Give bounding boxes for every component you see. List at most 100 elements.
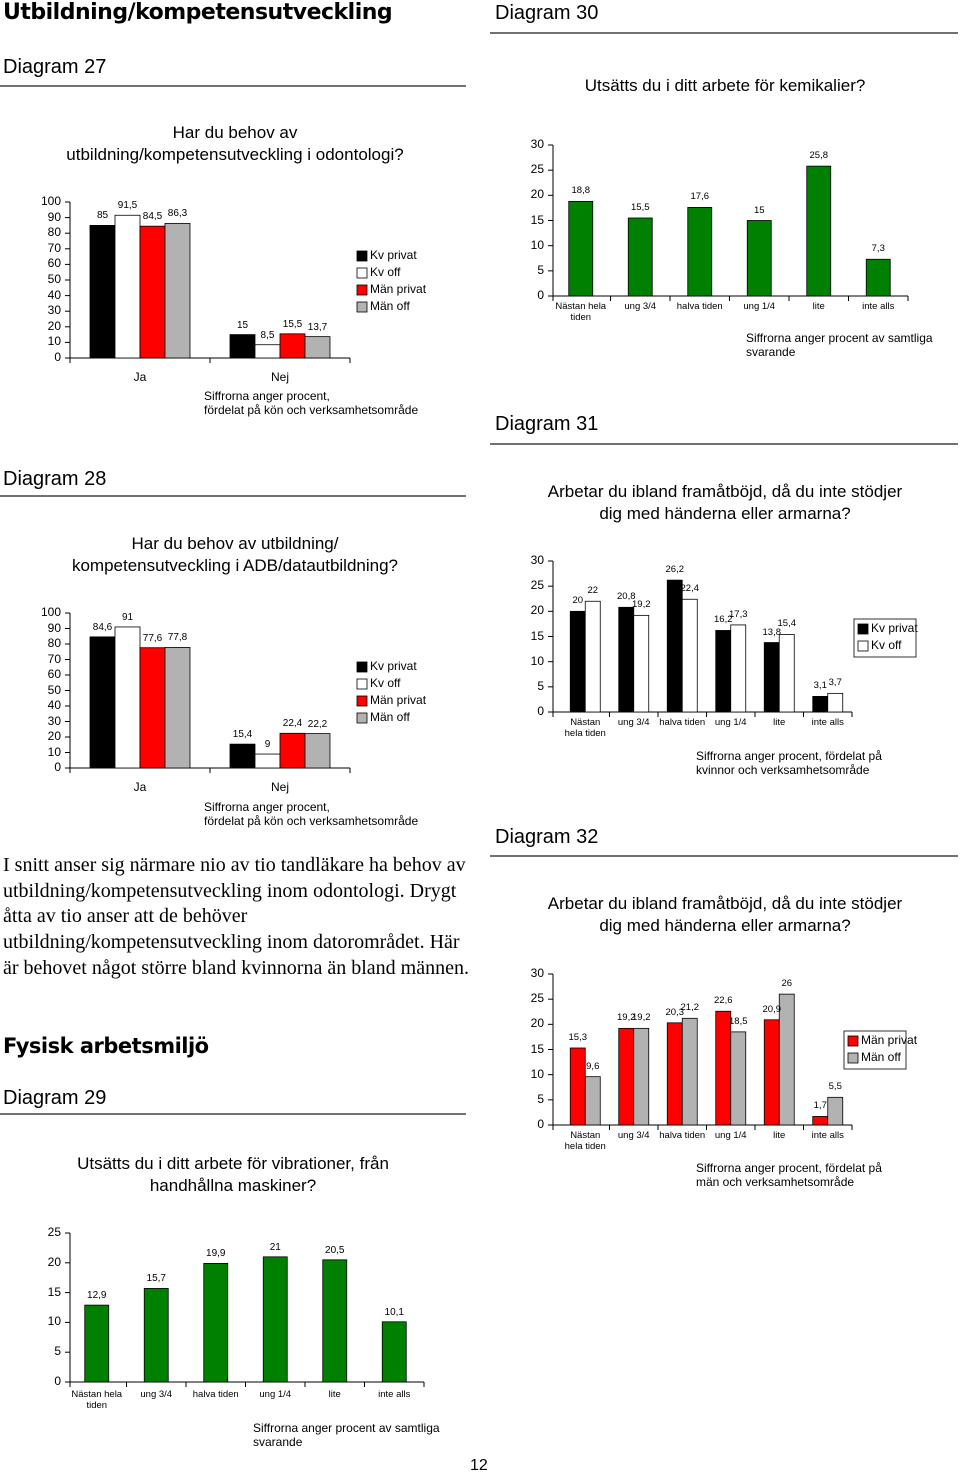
y-tick-label: 10: [530, 1066, 544, 1081]
value-label: 17,3: [729, 608, 748, 620]
y-tick-label: 10: [47, 744, 61, 759]
legend-swatch: [356, 678, 368, 690]
y-tick-label: 100: [40, 194, 61, 208]
section-heading: Fysisk arbetsmiljö: [3, 1034, 209, 1058]
value-label: 20,9: [762, 1003, 782, 1015]
value-label: 91,5: [117, 200, 138, 212]
legend-box: [853, 618, 917, 658]
value-label: 22,4: [282, 718, 303, 730]
chart-note: fördelat på kön och verksamhetsområde: [204, 403, 419, 417]
diagram-label: Diagram 31: [495, 413, 599, 435]
x-tick-label: Ja: [133, 370, 147, 384]
legend-swatch: [356, 284, 368, 296]
value-label: 91: [121, 611, 134, 623]
legend-swatch: [356, 695, 368, 707]
value-label: 13,7: [307, 321, 328, 333]
y-tick-label: 10: [47, 334, 61, 349]
y-tick-label: 30: [530, 137, 544, 151]
legend-label: Män privat: [861, 1033, 918, 1047]
value-label: 3,1: [813, 680, 827, 692]
y-tick-label: 40: [47, 698, 61, 712]
value-label: 22,6: [714, 995, 733, 1007]
legend-swatch: [847, 1052, 859, 1064]
y-tick-label: 0: [54, 350, 61, 364]
bar: [730, 1031, 747, 1126]
legend-label: Män off: [861, 1050, 901, 1064]
value-label: 5,5: [828, 1081, 842, 1093]
bar: [584, 600, 601, 713]
x-tick-label: halva tiden: [659, 717, 706, 728]
value-label: 12,9: [87, 1290, 107, 1302]
legend-label: Män privat: [370, 282, 427, 296]
chart-note: Siffrorna anger procent, fördelat på: [696, 1161, 882, 1175]
legend-swatch: [857, 640, 869, 652]
bar: [618, 1027, 635, 1126]
value-label: 10,1: [384, 1306, 404, 1318]
value-label: 15,7: [146, 1273, 166, 1285]
y-tick-label: 20: [530, 1016, 544, 1031]
y-tick-label: 10: [47, 1314, 61, 1329]
bar: [778, 993, 795, 1126]
chart-note: män och verksamhetsområde: [696, 1175, 855, 1189]
chart-title: Utsätts du i ditt arbete för kemikalier?: [584, 76, 866, 95]
y-tick-label: 15: [530, 628, 544, 643]
chart-note: Siffrorna anger procent av samtliga: [746, 331, 933, 345]
bar: [778, 634, 795, 713]
chart-title: kompetensutveckling i ADB/datautbildning…: [71, 556, 399, 575]
page-heading: Utbildning/kompetensutveckling: [3, 0, 393, 25]
bar: [262, 1256, 288, 1383]
bar: [730, 624, 747, 713]
value-label: 20,8: [617, 591, 636, 603]
bar: [633, 1027, 650, 1126]
x-tick-label: inte alls: [811, 717, 844, 728]
bar: [763, 642, 780, 713]
diagram-label: Diagram 29: [3, 1087, 107, 1109]
bar: [254, 344, 281, 359]
legend-label: Män privat: [370, 693, 427, 707]
bar: [139, 225, 166, 359]
value-label: 19,2: [632, 599, 651, 611]
bar: [681, 598, 698, 713]
x-tick-label: Nästan hela tiden: [71, 1389, 123, 1411]
y-tick-label: 50: [47, 682, 61, 697]
value-label: 22,2: [307, 718, 328, 730]
legend-label: Män off: [370, 299, 410, 313]
value-label: 20,5: [325, 1244, 345, 1256]
chart-title: dig med händerna eller armarna?: [599, 504, 851, 523]
y-tick-label: 0: [537, 1117, 544, 1131]
value-label: 7,3: [871, 243, 885, 255]
bar: [806, 165, 832, 297]
bar: [633, 614, 650, 713]
bar: [627, 217, 653, 297]
y-tick-label: 20: [47, 1254, 61, 1269]
y-tick-label: 40: [47, 287, 61, 302]
chart-note: svarande: [253, 1435, 303, 1449]
x-tick-label: Nästan hela tiden: [564, 1130, 606, 1152]
bar: [687, 207, 713, 297]
value-label: 3,7: [828, 677, 842, 689]
y-tick-label: 5: [537, 1091, 544, 1106]
value-label: 86,3: [167, 208, 188, 220]
y-tick-label: 5: [54, 1344, 61, 1359]
y-tick-label: 25: [530, 162, 544, 177]
diagram-label: Diagram 32: [495, 826, 599, 848]
legend-label: Kv privat: [871, 621, 918, 635]
x-tick-label: inte alls: [378, 1389, 411, 1400]
x-tick-label: lite: [773, 1130, 786, 1141]
legend-label: Kv privat: [370, 659, 417, 673]
value-label: 9,6: [586, 1060, 600, 1072]
y-tick-label: 20: [47, 729, 61, 743]
y-tick-label: 30: [47, 713, 61, 728]
bar: [139, 647, 166, 769]
y-tick-label: 20: [47, 318, 61, 333]
diagram-label: Diagram 30: [495, 2, 599, 24]
bar: [279, 732, 306, 769]
x-tick-label: ung 3/4: [617, 1130, 650, 1141]
bar: [569, 610, 586, 713]
y-tick-label: 0: [537, 704, 544, 718]
x-tick-label: ung 1/4: [714, 1130, 747, 1141]
legend-label: Kv off: [370, 265, 401, 279]
y-tick-label: 10: [530, 237, 544, 252]
chart-title: handhållna maskiner?: [149, 1176, 317, 1195]
